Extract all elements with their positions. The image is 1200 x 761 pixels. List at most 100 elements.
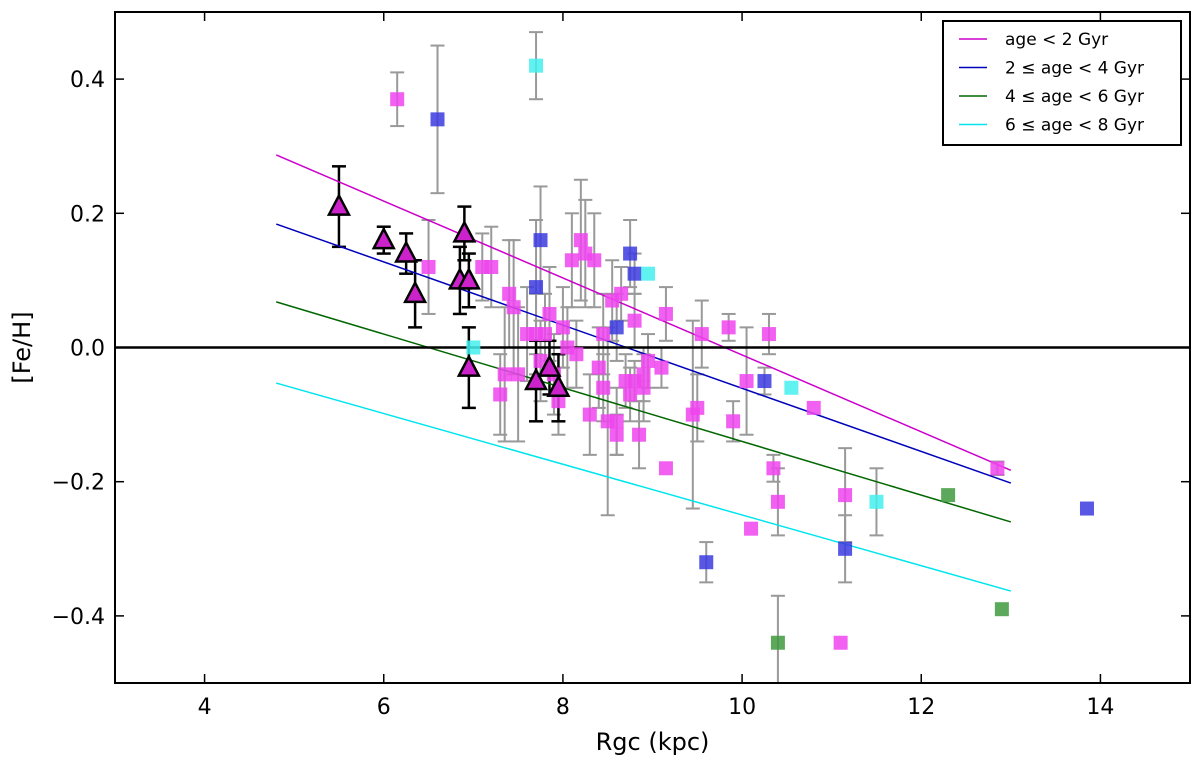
square-point — [484, 259, 499, 274]
square-point — [838, 488, 853, 503]
square-point — [636, 367, 651, 382]
square-point — [596, 380, 611, 395]
square-point — [596, 327, 611, 342]
square-point — [538, 327, 552, 342]
legend-entries: age < 2 Gyr 2 ≤ age < 4 Gyr 4 ≤ age < 6 Gy… — [959, 30, 1144, 136]
square-point — [533, 233, 548, 248]
square-point — [770, 635, 785, 650]
x-tick-label: 4 — [198, 695, 212, 720]
x-tick-label: 10 — [728, 695, 756, 720]
square-point — [726, 414, 741, 429]
x-tick-label: 8 — [556, 695, 570, 720]
legend-box — [942, 20, 1182, 146]
x-tick-label: 14 — [1086, 695, 1114, 720]
triangle-point — [523, 367, 549, 391]
legend-label: 4 ≤ age < 6 Gyr — [1005, 87, 1144, 107]
y-tick-label: 0.4 — [70, 68, 105, 93]
square-point — [658, 461, 673, 476]
square-point — [609, 427, 624, 442]
triangle-point — [546, 374, 571, 398]
legend: age < 2 Gyr 2 ≤ age < 4 Gyr 4 ≤ age < 6 Gy… — [942, 20, 1182, 146]
x-tick-label: 12 — [907, 695, 935, 720]
square-point — [744, 521, 759, 536]
y-tick-label: 0.0 — [70, 337, 105, 362]
square-point — [493, 387, 508, 402]
square-point — [564, 253, 579, 268]
square-point — [641, 353, 656, 368]
legend-label: 6 ≤ age < 8 Gyr — [1005, 116, 1144, 136]
fit-line — [276, 382, 1012, 592]
square-point — [555, 320, 570, 335]
fit-line — [275, 154, 1012, 471]
square-point — [658, 306, 673, 321]
square-point — [654, 360, 669, 375]
square-point — [766, 461, 781, 476]
square-point — [784, 380, 799, 395]
square-point — [511, 367, 526, 382]
y-tick-label: 0.2 — [70, 202, 105, 227]
errorbars-layer — [331, 31, 1005, 684]
square-point — [770, 494, 785, 509]
x-axis-label: Rgc (kpc) — [596, 728, 710, 756]
square-point — [390, 92, 405, 107]
square-point — [838, 541, 853, 556]
square-point — [627, 313, 642, 328]
square-point — [569, 347, 584, 362]
square-point — [641, 266, 656, 281]
square-point — [690, 400, 705, 415]
triangle-point — [403, 280, 428, 304]
triangle-point — [456, 353, 481, 377]
square-point — [806, 400, 821, 415]
triangle-point — [326, 192, 352, 216]
square-point — [497, 367, 512, 382]
square-point — [623, 246, 638, 261]
triangle-point — [537, 353, 562, 377]
square-point — [591, 360, 606, 375]
square-point — [506, 300, 521, 315]
square-point — [833, 635, 848, 650]
square-point — [466, 340, 481, 355]
square-point — [573, 233, 588, 248]
triangle-point — [394, 239, 419, 263]
fit-line — [276, 301, 1012, 523]
fit-lines-layer — [275, 154, 1012, 592]
square-point — [694, 327, 709, 342]
y-axis-label: [Fe/H] — [8, 311, 36, 383]
x-tick-label: 6 — [377, 695, 391, 720]
square-point — [990, 461, 1005, 476]
triangle-point — [371, 226, 396, 250]
ticks-layer: 4 6 8 10 12 14 −0.4 −0.2 0.0 0.2 0.4 — [52, 12, 1190, 720]
square-point — [636, 380, 651, 395]
legend-label: 2 ≤ age < 4 Gyr — [1005, 59, 1144, 79]
square-point — [757, 374, 772, 389]
square-point — [699, 555, 714, 570]
square-point — [739, 374, 754, 389]
square-point — [587, 253, 602, 268]
square-point — [542, 306, 557, 321]
fit-line — [276, 223, 1012, 484]
triangle-point — [452, 219, 477, 243]
legend-label: age < 2 Gyr — [1005, 30, 1108, 50]
triangle-point — [456, 266, 481, 290]
square-point — [421, 259, 436, 274]
square-point — [761, 327, 776, 342]
square-point — [869, 494, 884, 509]
square-point — [609, 414, 624, 429]
square-point — [502, 286, 517, 301]
square-point — [627, 266, 642, 281]
square-point — [529, 280, 544, 295]
square-point — [941, 488, 956, 503]
square-point — [623, 387, 638, 402]
y-tick-label: −0.4 — [52, 605, 105, 630]
square-point — [1079, 501, 1094, 516]
y-tick-label: −0.2 — [52, 471, 105, 496]
square-point — [632, 427, 647, 442]
square-point — [994, 602, 1009, 617]
square-point — [551, 394, 566, 409]
square-point — [614, 286, 629, 301]
markers-layer — [326, 58, 1094, 650]
square-point — [430, 112, 445, 127]
square-point — [609, 320, 624, 335]
square-point — [582, 407, 597, 422]
